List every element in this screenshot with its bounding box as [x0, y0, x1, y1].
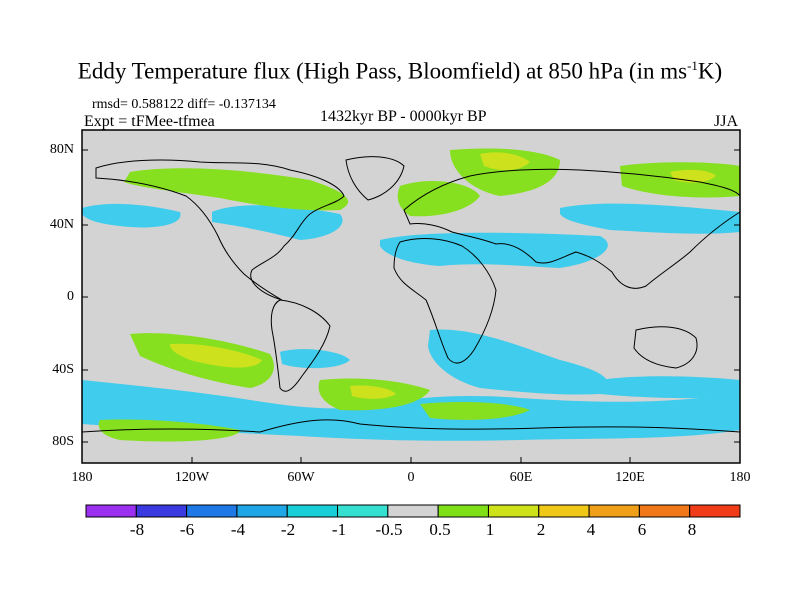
coastlines [81, 156, 741, 433]
lon-label-180w: 180 [71, 470, 93, 485]
lon-label-60w: 60W [287, 470, 315, 485]
colorbar-box [85, 504, 137, 518]
colorbar-label: -4 [230, 520, 246, 539]
anomaly-s-atlantic-indian [428, 329, 608, 395]
colorbar-box [186, 504, 238, 518]
axis-ticks [81, 149, 741, 463]
lon-label-60e: 60E [509, 470, 533, 485]
colorbar-box [437, 504, 489, 518]
lat-label-40s: 40S [52, 362, 74, 377]
colorbar-label: 0.5 [429, 520, 451, 539]
colorbar-box [337, 504, 389, 518]
anomaly-yellow-pacific [170, 343, 262, 368]
coast-europe-asia [403, 168, 741, 289]
colorbar-box [638, 504, 691, 518]
coast-africa [393, 238, 497, 364]
colorbar-label: -1 [331, 520, 347, 539]
colorbar-label: -0.5 [375, 520, 403, 539]
lon-label-120e: 120E [615, 470, 645, 485]
lat-label-40n: 40N [49, 217, 74, 232]
anomaly-southern-ocean [82, 380, 740, 441]
colorbar-box [487, 504, 540, 518]
anomaly-mideast [380, 232, 608, 268]
coast-north-america [95, 159, 345, 301]
lat-label-80s: 80S [52, 434, 74, 449]
lon-label-180e: 180 [729, 470, 751, 485]
anomaly-yellow-s-atlantic [350, 385, 396, 399]
anomaly-n-america-green [124, 168, 349, 211]
colorbar-box [538, 504, 590, 518]
colorbar-label: 6 [637, 520, 647, 539]
anomaly-eurasia [560, 203, 740, 234]
lon-label-120w: 120W [174, 470, 210, 485]
anomaly-greenland-sea [397, 181, 480, 217]
lon-label-0: 0 [407, 470, 415, 485]
colorbar-label: 4 [586, 520, 596, 539]
period-label: 1432kyr BP - 0000kyr BP [320, 108, 487, 125]
anomaly-australia-south [600, 376, 740, 399]
coast-antarctica [81, 419, 741, 433]
colorbar-box [689, 504, 741, 518]
colorbar-box [135, 504, 188, 518]
stats-label: rmsd= 0.588122 diff= -0.137134 [92, 97, 276, 112]
colorbar-label: 1 [485, 520, 495, 539]
map-title: Eddy Temperature flux (High Pass, Bloomf… [77, 58, 723, 84]
colorbar-label: -6 [179, 520, 195, 539]
lat-label-80n: 80N [49, 142, 74, 157]
colorbar-box [236, 504, 288, 518]
colorbar-box [588, 504, 640, 518]
positive-anomaly-regions [98, 148, 740, 442]
anomaly-arctic-europe [450, 148, 560, 196]
coast-australia [633, 326, 698, 369]
season-label: JJA [714, 113, 739, 130]
coast-greenland [345, 156, 405, 201]
coast-south-america [270, 299, 331, 392]
anomaly-s-pacific-band [98, 419, 240, 442]
anomaly-s-indian [420, 402, 530, 420]
colorbar-box [286, 504, 339, 518]
lat-label-0: 0 [67, 289, 74, 304]
colorbar-label: -2 [280, 520, 296, 539]
anomaly-n-pacific [82, 203, 181, 228]
colorbar [85, 504, 741, 518]
colorbar-box [387, 504, 439, 518]
colorbar-label: -8 [129, 520, 145, 539]
colorbar-label: 2 [536, 520, 546, 539]
anomaly-yellow-arctic [480, 152, 530, 171]
colorbar-label: 8 [687, 520, 697, 539]
negative-anomaly-regions [82, 203, 740, 441]
experiment-label: Expt = tFMee-tfmea [84, 113, 215, 130]
